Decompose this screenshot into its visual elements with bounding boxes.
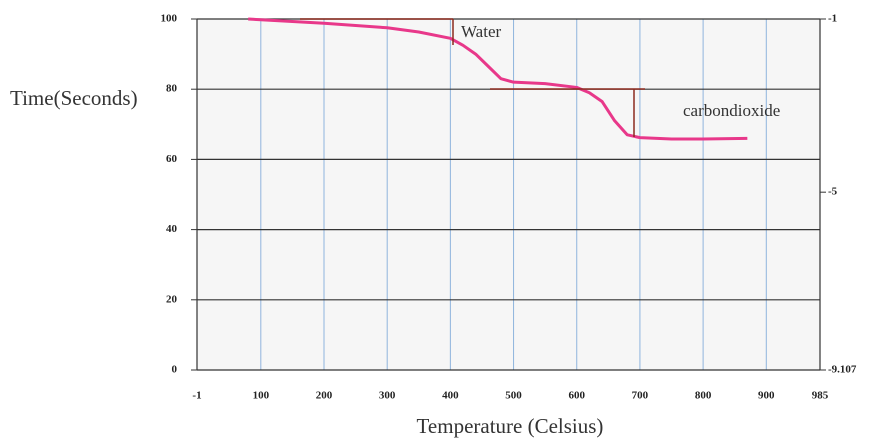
marks (248, 17, 748, 141)
y2-tick-label: -5 (828, 186, 838, 198)
x-tick-label: 400 (442, 390, 459, 402)
y-axis-title: Time(Seconds) (10, 86, 138, 110)
y2-tick-label: -1 (828, 13, 837, 25)
data-line (248, 17, 748, 141)
y-tick-label: 40 (166, 223, 178, 235)
annotation: Water (461, 22, 501, 41)
x-tick-label: 985 (812, 390, 829, 402)
y-tick-label: 0 (172, 364, 178, 376)
x-tick-label: 900 (758, 390, 775, 402)
y-tick-label: 100 (161, 13, 178, 25)
y2-tick-label: -9.107 (828, 364, 857, 376)
annotation: carbondioxide (683, 101, 780, 120)
y-tick-label: 60 (166, 153, 178, 165)
x-tick-label: 100 (253, 390, 270, 402)
x-tick-label: 500 (505, 390, 522, 402)
y-tick-label: 20 (166, 293, 178, 305)
x-axis-title: Temperature (Celsius) (417, 414, 604, 438)
x-tick-label: 600 (568, 390, 585, 402)
x-tick-label: 300 (379, 390, 396, 402)
x-tick-label: 800 (695, 390, 712, 402)
x-tick-label: 700 (632, 390, 649, 402)
x-tick-label: 200 (316, 390, 333, 402)
x-tick-label: -1 (192, 390, 201, 402)
y-tick-label: 80 (166, 83, 178, 95)
plot-area (197, 19, 820, 370)
